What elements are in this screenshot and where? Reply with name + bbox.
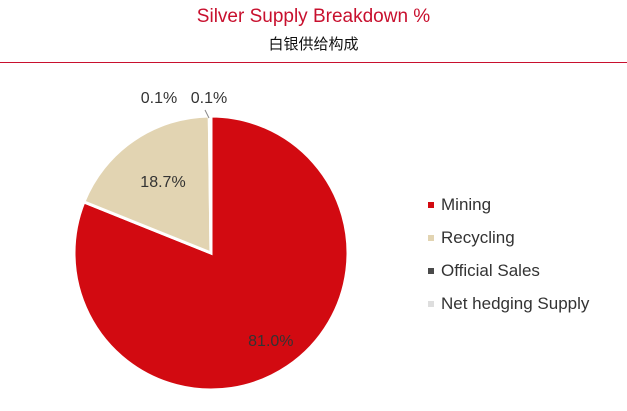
pie-label-official-sales: 0.1% <box>141 90 177 107</box>
pie-label-mining: 81.0% <box>248 333 293 350</box>
pie-slice-net-hedging-supply <box>208 114 213 254</box>
chart-subtitle: 白银供给构成 <box>268 35 359 53</box>
legend-label-official-sales: Official Sales <box>441 261 540 280</box>
legend-item-official-sales: Official Sales <box>428 260 589 282</box>
legend-swatch-recycling <box>428 235 434 241</box>
legend-swatch-mining <box>428 202 434 208</box>
pie-slice-recycling <box>81 114 213 256</box>
legend-item-net-hedging-supply: Net hedging Supply <box>428 293 589 315</box>
pie-leader-line <box>204 109 210 119</box>
legend: Mining Recycling Official Sales Net hedg… <box>428 194 589 326</box>
legend-item-mining: Mining <box>428 194 589 216</box>
legend-swatch-net-hedging-supply <box>428 301 434 307</box>
legend-item-recycling: Recycling <box>428 227 589 249</box>
legend-label-mining: Mining <box>441 195 492 214</box>
legend-swatch-official-sales <box>428 268 434 274</box>
legend-label-recycling: Recycling <box>441 228 515 247</box>
pie-label-net-hedging-supply: 0.1% <box>191 90 227 107</box>
pie-label-recycling: 18.7% <box>140 174 185 191</box>
title-divider <box>0 62 627 63</box>
chart-title: Silver Supply Breakdown % <box>196 6 431 27</box>
legend-label-net-hedging-supply: Net hedging Supply <box>441 294 590 313</box>
